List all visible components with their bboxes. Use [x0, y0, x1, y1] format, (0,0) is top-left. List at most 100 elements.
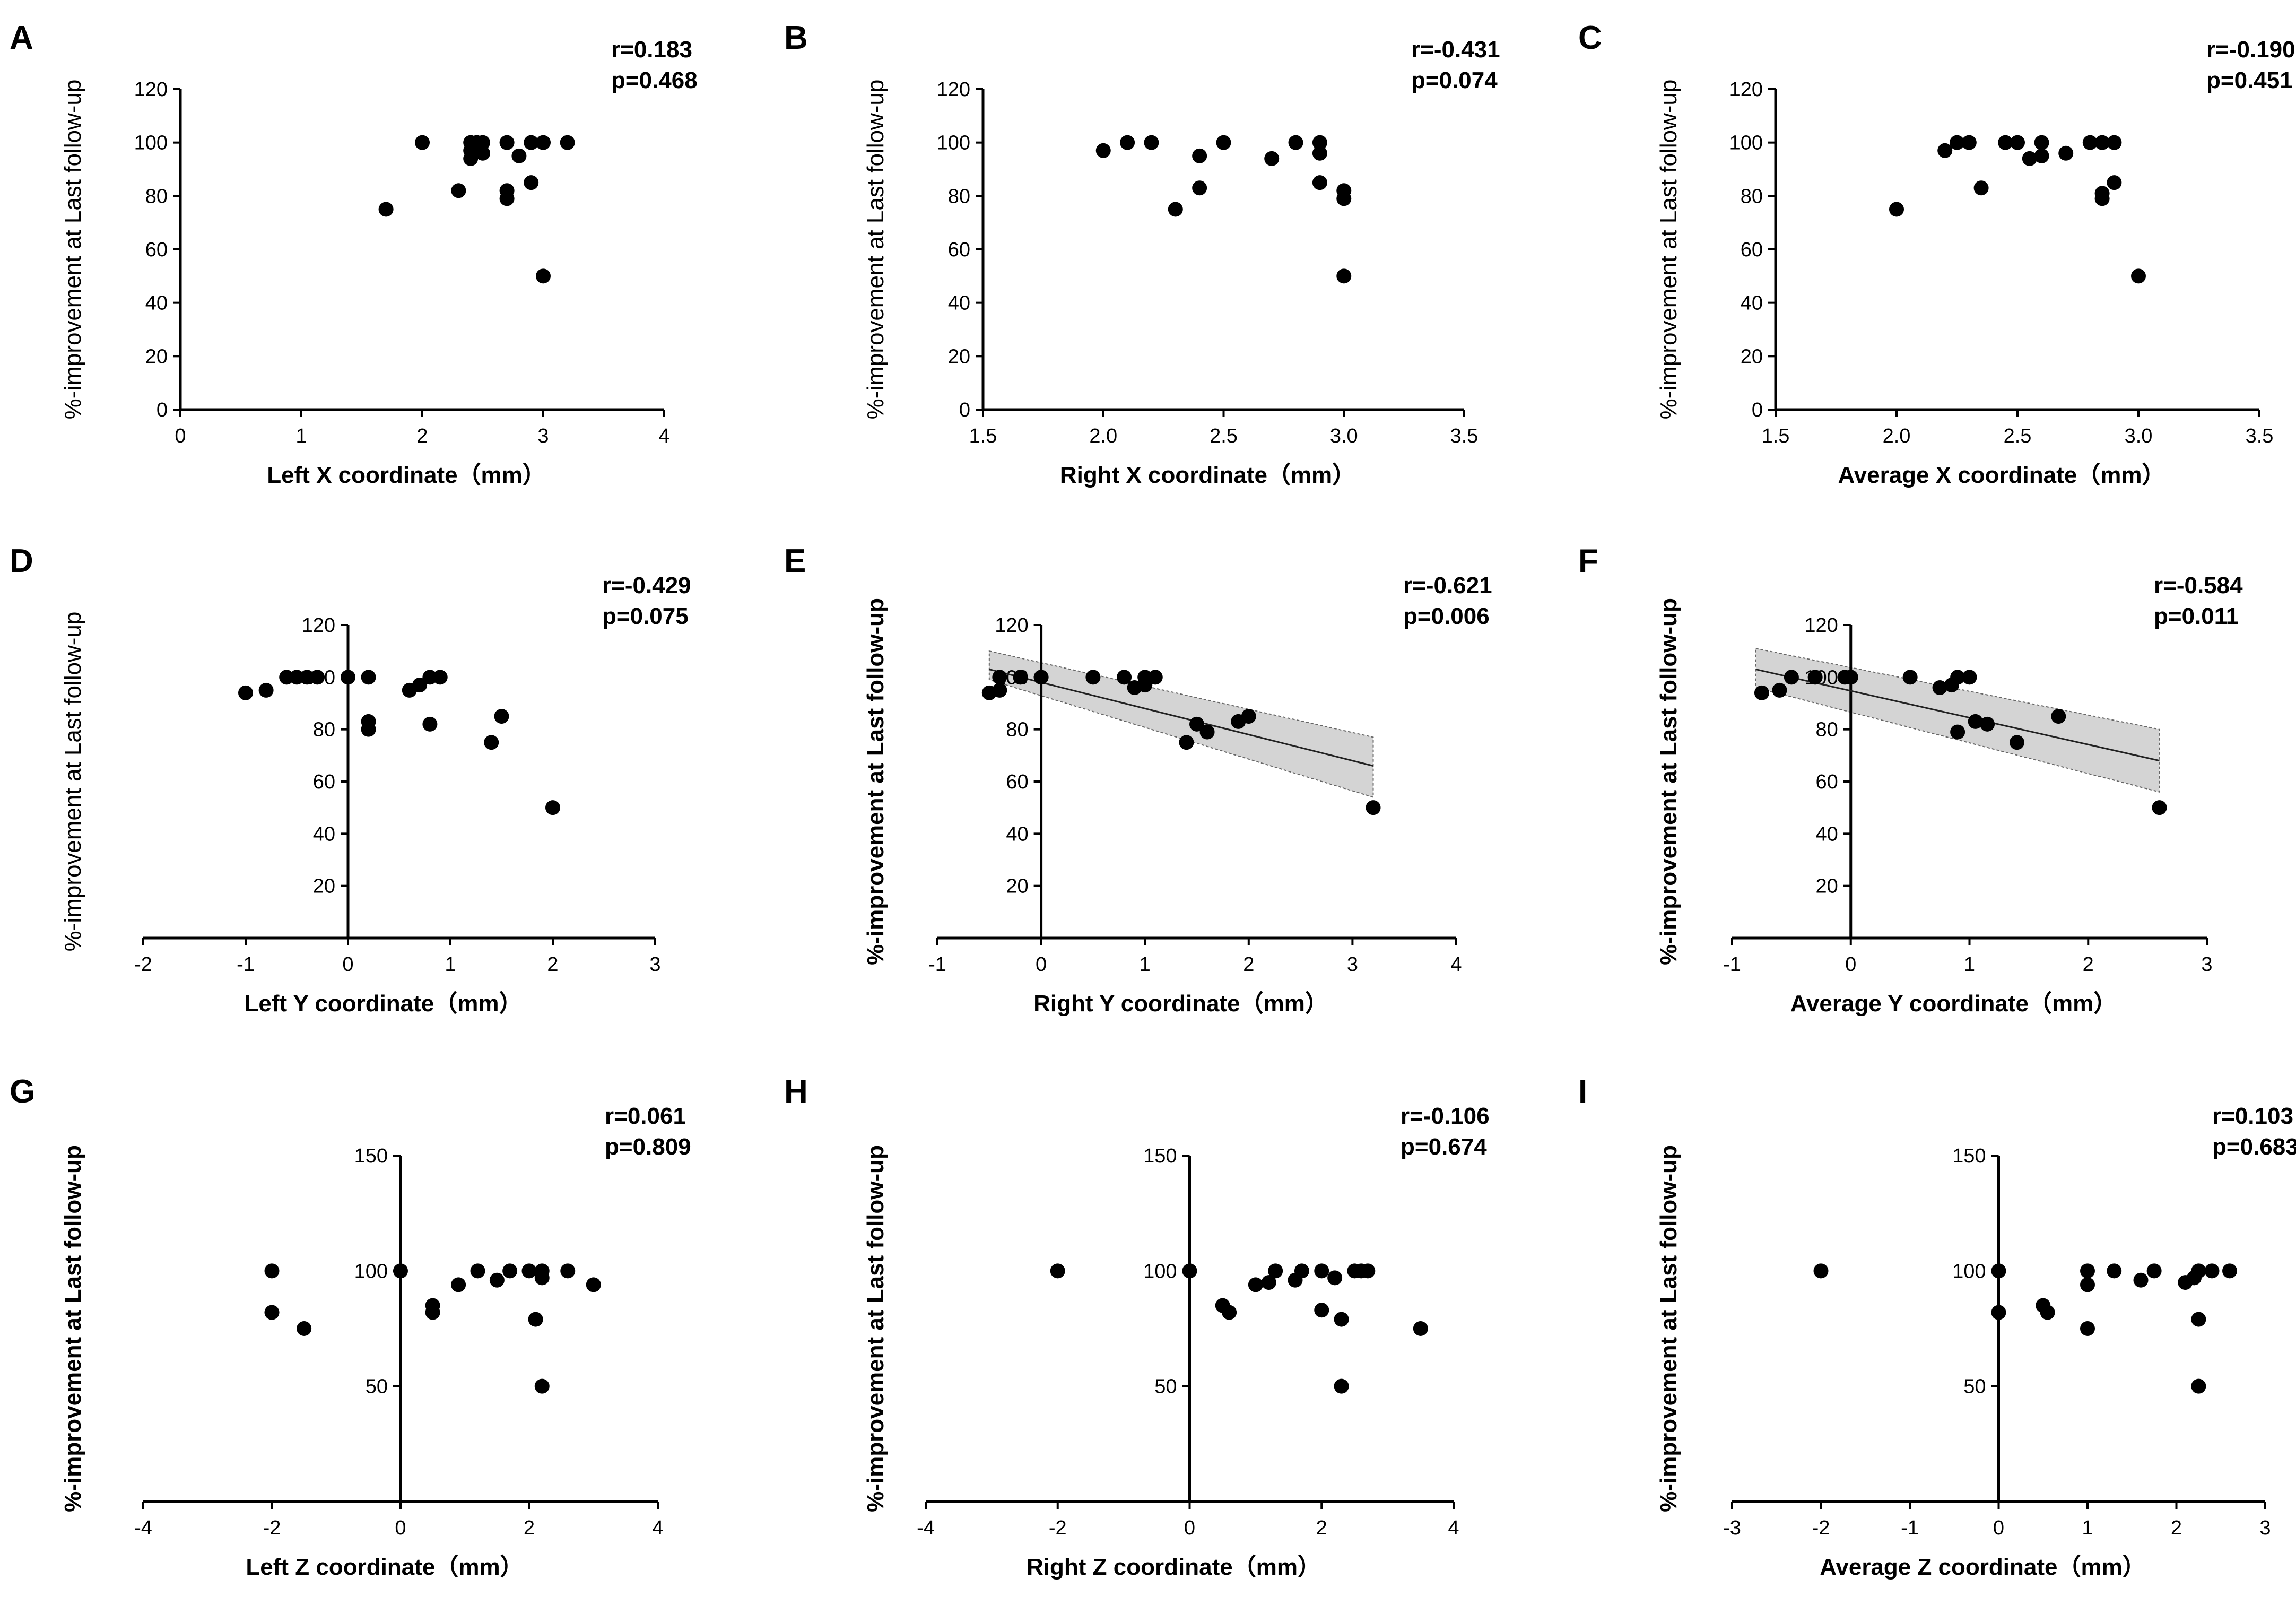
data-point	[536, 268, 551, 284]
y-axis-label: %-improvement at Last follow-up	[1656, 1145, 1682, 1512]
y-tick-label: 100	[354, 1260, 388, 1282]
r-value: r=0.183	[611, 37, 692, 63]
data-point	[1950, 135, 1964, 150]
data-point	[2107, 1263, 2122, 1279]
x-tick-label: -1	[1723, 953, 1741, 976]
data-point	[1199, 724, 1215, 740]
x-tick-label: 0	[395, 1517, 406, 1539]
y-tick-label: 150	[1143, 1145, 1177, 1167]
data-point	[1050, 1263, 1065, 1279]
data-point	[494, 709, 509, 724]
y-axis-label: %-improvement at Last follow-up	[1656, 80, 1682, 420]
data-point	[2152, 800, 2167, 815]
x-tick-label: -1	[928, 953, 946, 976]
x-tick-label: -4	[134, 1517, 152, 1539]
y-tick-label: 150	[1952, 1145, 1986, 1167]
data-point	[475, 145, 490, 161]
y-tick-label: 40	[313, 823, 335, 845]
data-point	[299, 670, 315, 685]
y-tick-label: 60	[145, 239, 168, 261]
data-point	[1336, 191, 1352, 206]
y-axis-label: %-improvement at Last follow-up	[60, 1145, 86, 1512]
x-axis-label: Average Y coordinate（mm）	[1790, 991, 2117, 1017]
panel-b: B 1.5 2.0 2.5 3.0 3.5 0 20 40 60 80 100 120 r=-0.431 p…	[784, 20, 1500, 488]
data-point	[1807, 670, 1823, 685]
r-value: r=-0.621	[1403, 572, 1492, 598]
x-tick-label: -3	[1723, 1517, 1741, 1539]
y-tick-label: 100	[1729, 132, 1763, 154]
x-tick-label: 4	[1450, 953, 1462, 976]
x-tick-label: 0	[175, 425, 186, 447]
data-point	[2010, 135, 2025, 150]
y-tick-label: 40	[145, 292, 168, 315]
x-tick-label: 4	[658, 425, 669, 447]
data-point	[1314, 1303, 1329, 1318]
data-point	[2107, 135, 2122, 150]
data-point	[1334, 1312, 1349, 1327]
y-axis-label: %-improvement at Last follow-up	[863, 1145, 889, 1512]
y-tick-label: 60	[1006, 771, 1028, 793]
confidence-band	[988, 650, 1374, 798]
x-axis-label: Right Y coordinate（mm）	[1033, 991, 1328, 1017]
data-point	[2204, 1263, 2220, 1279]
x-tick-label: 1	[295, 425, 307, 447]
y-tick-label: 100	[937, 132, 970, 154]
p-value: p=0.683	[2212, 1134, 2296, 1160]
data-point	[521, 1263, 537, 1279]
data-point	[1312, 135, 1327, 150]
p-value: p=0.809	[605, 1134, 691, 1160]
y-tick-label: 80	[313, 719, 335, 741]
x-tick-label: 2	[524, 1517, 535, 1539]
x-tick-label: 2	[2083, 953, 2094, 976]
data-point	[1962, 670, 1977, 685]
x-tick-label: 1	[1964, 953, 1975, 976]
data-point	[1192, 180, 1207, 196]
data-point	[264, 1305, 280, 1320]
data-point	[1932, 680, 1947, 695]
data-point	[2191, 1378, 2206, 1394]
x-axis-label: Left Z coordinate（mm）	[246, 1554, 523, 1580]
data-point	[2034, 148, 2049, 163]
data-point	[1937, 143, 1953, 158]
x-tick-label: 1	[1140, 953, 1151, 976]
y-tick-label: 20	[1741, 345, 1763, 368]
y-tick-label: 50	[1154, 1376, 1177, 1398]
x-axis-label: Left X coordinate（mm）	[267, 462, 546, 488]
x-tick-label: 3	[2201, 953, 2212, 976]
panel-f: F-1012320406080100120r=-0.584p=0.011Aver…	[1578, 543, 2243, 1017]
x-tick-label: 0	[1993, 1517, 2004, 1539]
panel-i: I -3 -2 -1 0 1 2 3 50 100 150 r=0.103 p=0.683 Average…	[1578, 1073, 2296, 1580]
data-point	[1147, 670, 1163, 685]
y-tick-label: 60	[1741, 239, 1763, 261]
p-value: p=0.451	[2206, 67, 2293, 93]
data-point	[412, 678, 428, 693]
data-point	[489, 1272, 505, 1288]
data-point	[415, 135, 430, 150]
y-tick-label: 60	[313, 771, 335, 793]
data-point	[2051, 709, 2066, 724]
panel-letter: I	[1578, 1073, 1587, 1110]
data-point	[1222, 1305, 1237, 1320]
data-point	[475, 135, 490, 150]
confidence-band	[1755, 648, 2160, 793]
data-point	[2040, 1305, 2055, 1320]
data-point	[992, 670, 1007, 685]
panel-letter: F	[1578, 543, 1598, 579]
y-tick-label: 150	[354, 1145, 388, 1167]
x-tick-label: 1.5	[1762, 425, 1790, 447]
data-point	[1784, 670, 1799, 685]
data-point	[1991, 1263, 2006, 1279]
data-point	[2082, 135, 2098, 150]
data-point	[1117, 670, 1132, 685]
data-point	[1013, 670, 1028, 685]
regression-line	[1755, 669, 2160, 762]
data-point	[484, 735, 499, 750]
y-tick-label: 120	[1729, 79, 1763, 101]
data-point	[289, 670, 305, 685]
data-point	[1366, 800, 1381, 815]
x-tick-label: 2.5	[1210, 425, 1238, 447]
x-tick-label: 2	[1316, 1517, 1327, 1539]
panel-h: H -4 -2 0 2 4 50 100 150 r=-0.106 p=0.674 Right Z c…	[784, 1073, 1490, 1580]
data-point	[1192, 148, 1207, 163]
p-value: p=0.074	[1411, 67, 1498, 93]
